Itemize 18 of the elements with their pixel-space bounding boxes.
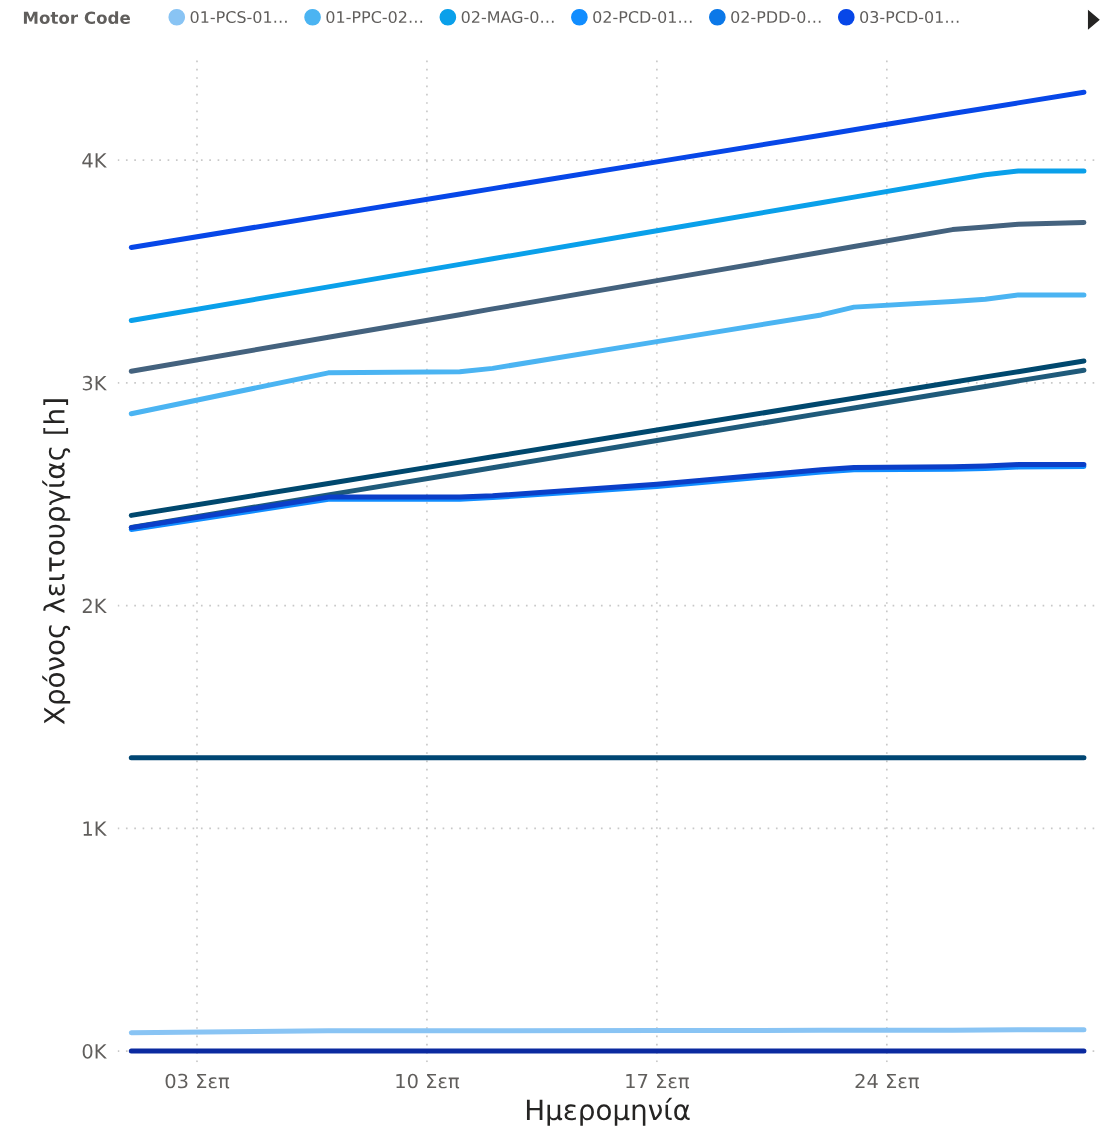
x-tick-label: 10 Σεπ: [396, 1073, 460, 1089]
x-axis-title: Ημερομηνία: [526, 1097, 690, 1126]
x-tick-label: 03 Σεπ: [165, 1073, 230, 1089]
legend-label: 01-PCS-01…: [190, 11, 287, 24]
y-tick-label: 3K: [82, 375, 107, 391]
y-tick-label: 4K: [82, 153, 107, 168]
x-tick-label: 17 Σεπ: [626, 1073, 690, 1089]
legend-label: 02-PCD-01…: [593, 11, 692, 24]
y-tick-label: 0K: [82, 1044, 107, 1059]
legend-title: Motor Code: [23, 11, 130, 25]
legend-label: 02-MAG-0…: [461, 11, 554, 24]
y-axis-title: Χρόνος λειτουργίας [h]: [42, 399, 71, 725]
legend-label: 03-PCD-01…: [860, 11, 959, 24]
legend-label: 01-PPC-02…: [326, 11, 423, 24]
y-tick-label: 1K: [83, 821, 107, 836]
x-tick-label: 24 Σεπ: [855, 1073, 919, 1089]
legend-label: 02-PDD-0…: [731, 11, 821, 24]
y-tick-label: 2K: [82, 598, 107, 613]
